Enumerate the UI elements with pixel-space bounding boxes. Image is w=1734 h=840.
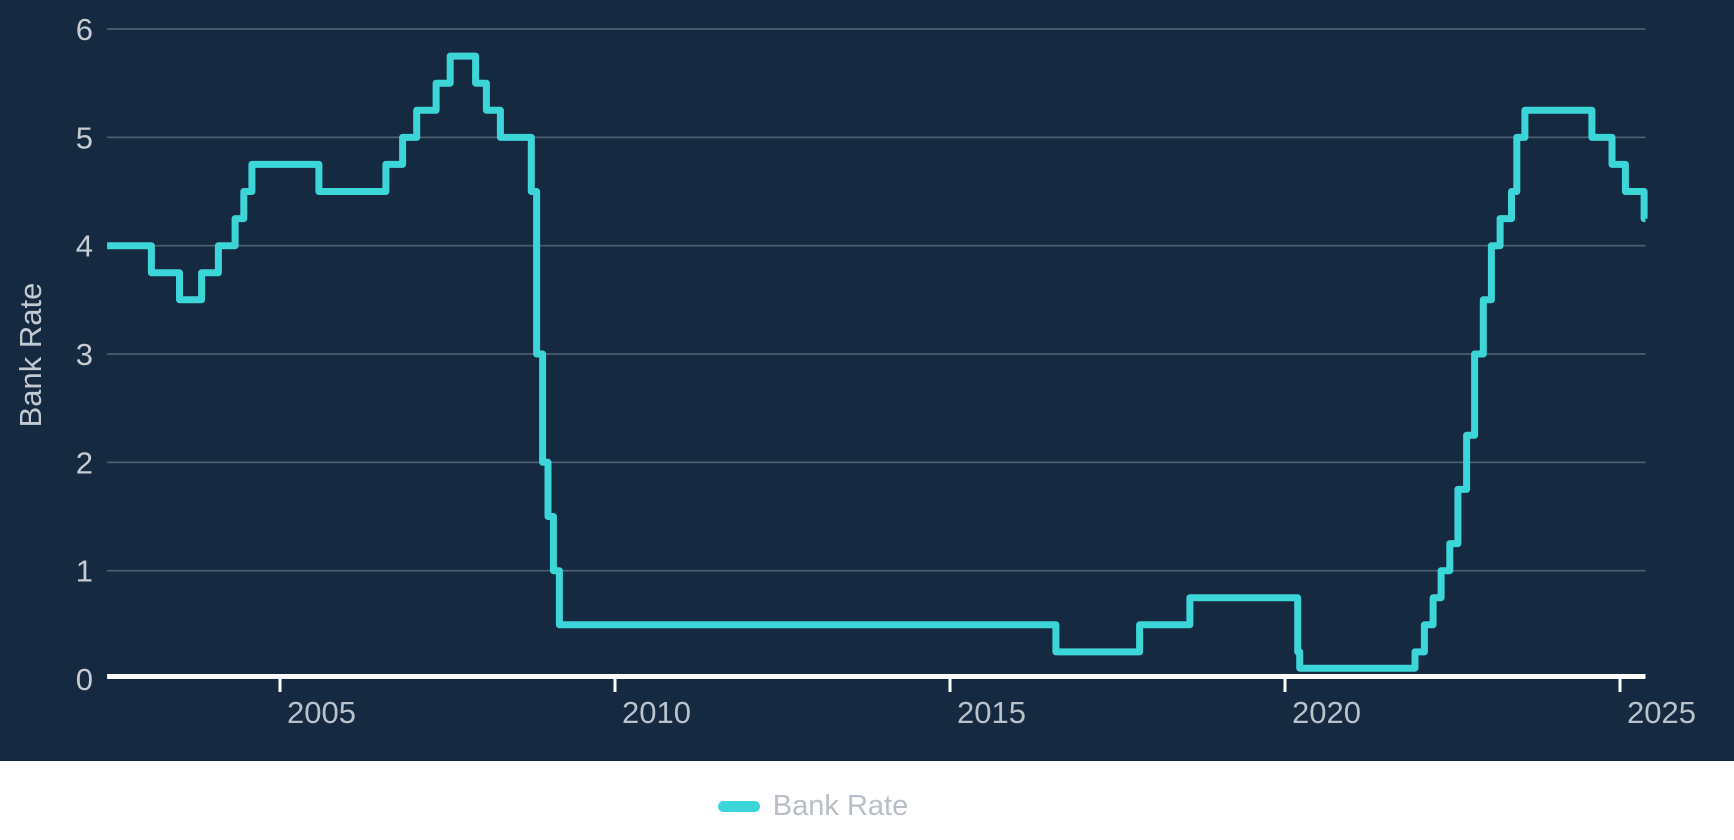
y-tick-label: 0 [76,662,93,697]
legend-swatch [717,801,760,812]
y-tick-label: 2 [76,445,93,480]
chart-background [0,0,1734,761]
x-axis-group [107,674,1646,692]
x-tick-label: 2005 [287,695,356,730]
gridlines-group [107,28,1646,572]
legend-label: Bank Rate [772,790,909,822]
legend: Bank Rate [0,761,1734,840]
x-tick-label: 2015 [957,695,1026,730]
y-axis-title: Bank Rate [13,283,48,428]
y-axis-labels-group: 0 1 2 3 4 5 6 [76,12,93,697]
chart-canvas: 0 1 2 3 4 5 6 Bank Rate 2005 2010 2015 2020 2025 [0,0,1734,761]
legend-item-bank-rate[interactable]: Bank Rate [717,790,909,822]
y-tick-label: 1 [76,554,93,589]
plot-panel: 0 1 2 3 4 5 6 Bank Rate 2005 2010 2015 2020 2025 [0,0,1734,761]
x-axis-labels-group: 2005 2010 2015 2020 2025 [287,695,1696,730]
x-tick-label: 2025 [1627,695,1696,730]
y-tick-label: 5 [76,120,93,155]
x-tick-label: 2020 [1292,695,1361,730]
y-tick-label: 6 [76,12,93,47]
bank-rate-step-line [107,52,1648,672]
y-tick-label: 4 [76,229,93,264]
y-tick-label: 3 [76,337,93,372]
x-tick-label: 2010 [622,695,691,730]
